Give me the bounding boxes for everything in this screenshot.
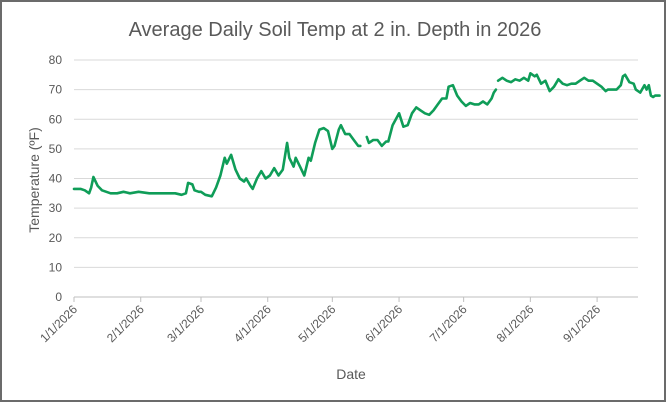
x-tick-label: 3/1/2026 — [164, 302, 207, 345]
y-tick-label: 40 — [49, 172, 63, 186]
x-axis-label: Date — [336, 366, 366, 382]
series-line-segment-3 — [496, 72, 661, 99]
x-tick-label: 8/1/2026 — [494, 302, 537, 345]
x-tick-label: 2/1/2026 — [104, 302, 147, 345]
y-tick-label: 10 — [49, 260, 63, 274]
gridlines — [74, 59, 638, 268]
y-tick-label: 70 — [49, 83, 63, 97]
chart-title: Average Daily Soil Temp at 2 in. Depth i… — [129, 19, 542, 41]
x-tick-label: 4/1/2026 — [231, 302, 274, 345]
series-line-segment-2 — [365, 83, 498, 148]
series-lines — [72, 72, 661, 198]
x-tick-label: 6/1/2026 — [362, 302, 405, 345]
y-tick-label: 50 — [49, 142, 63, 156]
y-tick-label: 80 — [49, 53, 63, 67]
series-line-segment-1 — [72, 123, 362, 198]
x-tick-label: 1/1/2026 — [37, 302, 80, 345]
y-tick-label: 30 — [49, 201, 63, 215]
y-axis-label: Temperature (ºF) — [26, 127, 42, 232]
x-tick-label: 7/1/2026 — [427, 302, 470, 345]
y-tick-label: 0 — [55, 290, 62, 304]
x-tick-label: 9/1/2026 — [560, 302, 603, 345]
y-tick-label: 20 — [49, 231, 63, 245]
y-tick-label: 60 — [49, 112, 63, 126]
x-tick-label: 5/1/2026 — [296, 302, 339, 345]
x-axis-ticks: 1/1/2026 2/1/2026 3/1/2026 4/1/2026 5/1/2026… — [37, 297, 603, 345]
y-axis-ticks: 0 10 20 30 40 50 60 70 80 — [49, 53, 63, 304]
